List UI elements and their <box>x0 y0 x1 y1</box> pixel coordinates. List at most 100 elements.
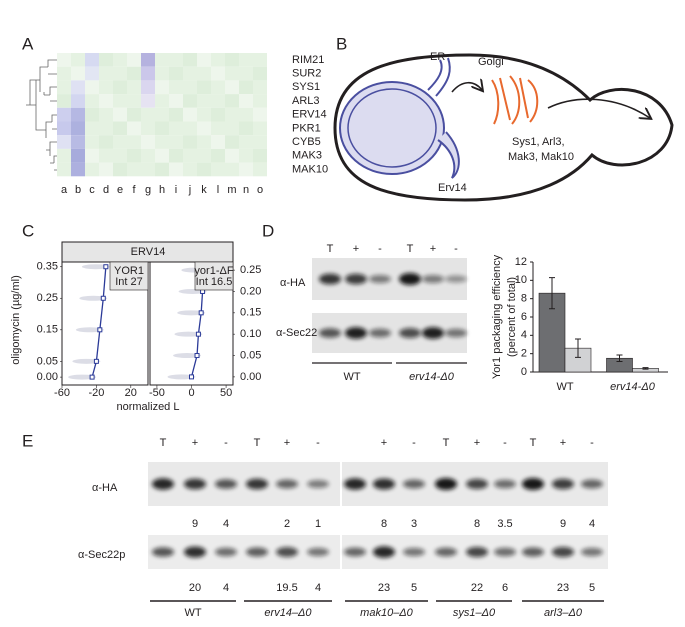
row-label: α-Sec22 <box>276 327 317 339</box>
x-tick-label: erv14-Δ0 <box>610 381 656 393</box>
heatmap-cell <box>113 135 127 149</box>
y-tick-label: 0.25 <box>240 264 261 276</box>
er-label: ER <box>430 51 445 63</box>
quant-label: 4 <box>315 582 321 594</box>
heatmap-cell <box>253 148 267 163</box>
heatmap-cell <box>169 94 183 108</box>
band <box>403 479 425 489</box>
data-point <box>198 310 204 316</box>
heatmap-cell <box>57 107 71 122</box>
heatmap-cell <box>57 53 71 67</box>
error-bar <box>549 277 555 310</box>
band <box>522 547 544 557</box>
band <box>184 478 206 490</box>
heatmap-cell <box>57 94 71 108</box>
column-label: n <box>243 184 249 196</box>
heatmap-cell <box>253 53 267 67</box>
band <box>369 328 391 338</box>
lane-label: + <box>430 243 436 255</box>
heatmap-cell <box>99 53 113 67</box>
heatmap-cell <box>127 148 141 163</box>
lane-label: - <box>412 437 416 449</box>
band <box>445 328 467 338</box>
column-label: g <box>145 184 151 196</box>
heatmap-cell <box>141 162 155 177</box>
band <box>373 478 395 490</box>
band <box>399 328 421 338</box>
band <box>184 546 206 558</box>
data-point <box>97 327 103 333</box>
heatmap-cell <box>57 135 71 149</box>
strain-label: WT <box>184 607 201 619</box>
x-tick-label: 20 <box>125 387 137 399</box>
band <box>345 327 367 339</box>
heatmap-cell <box>57 121 71 136</box>
heatmap-cell <box>113 53 127 67</box>
heatmap-cell <box>99 80 113 95</box>
data-point <box>194 353 200 359</box>
heatmap-cell <box>169 162 183 177</box>
heatmap-cell <box>113 121 127 136</box>
heatmap-cell <box>113 162 127 177</box>
y-tick-label: 0.20 <box>240 285 261 297</box>
strain-label: mak10–Δ0 <box>360 607 414 619</box>
heatmap-cell <box>211 53 225 67</box>
facet-note: Int 27 <box>115 276 143 288</box>
heatmap-cell <box>155 107 169 122</box>
heatmap-cell <box>155 66 169 81</box>
y-tick-label: 0.15 <box>240 307 261 319</box>
heatmap-cell <box>85 148 99 163</box>
y-tick-label: 10 <box>515 274 527 286</box>
row-label: ARL3 <box>292 95 320 107</box>
row-label: CYB5 <box>292 136 321 148</box>
quant-label: 20 <box>189 582 201 594</box>
heatmap-cell <box>113 66 127 81</box>
band <box>552 478 574 490</box>
heatmap-cell <box>225 107 239 122</box>
band <box>435 547 457 557</box>
heatmap-cell <box>197 162 211 177</box>
heatmap-cell <box>127 162 141 177</box>
band <box>246 547 268 557</box>
heatmap-cell <box>239 66 253 81</box>
heatmap-cell <box>155 53 169 67</box>
row-label: α-Sec22p <box>78 549 125 561</box>
facet-note-box <box>194 261 234 291</box>
heatmap-cell <box>71 94 85 108</box>
heatmap-cell <box>141 121 155 136</box>
row-label: SUR2 <box>292 67 321 79</box>
quant-label: 6 <box>502 582 508 594</box>
quant-label: 19.5 <box>276 582 297 594</box>
row-label: ERV14 <box>292 109 327 121</box>
lane-label: + <box>474 437 480 449</box>
data-point <box>103 264 109 270</box>
lane-label: - <box>590 437 594 449</box>
x-tick-label: 0 <box>188 387 194 399</box>
heatmap-cell <box>183 66 197 81</box>
heatmap-cell <box>113 80 127 95</box>
heatmap-cell <box>169 107 183 122</box>
heatmap-cell <box>253 80 267 95</box>
heatmap-cell <box>225 53 239 67</box>
heatmap-cell <box>85 94 99 108</box>
row-label: PKR1 <box>292 122 321 134</box>
y-tick-label: 0.10 <box>240 328 261 340</box>
heatmap-cell <box>211 80 225 95</box>
heatmap-cell <box>85 162 99 177</box>
cargo-label: Sys1, Arl3, <box>512 136 565 148</box>
column-label: k <box>201 184 207 196</box>
density <box>177 310 206 316</box>
data-point <box>93 358 99 364</box>
quant-label: 8 <box>381 518 387 530</box>
lane-label: - <box>454 243 458 255</box>
quant-label: 4 <box>223 582 229 594</box>
heatmap-cell <box>183 148 197 163</box>
heatmap-cell <box>253 107 267 122</box>
lane-label: T <box>327 243 334 255</box>
density <box>174 331 203 337</box>
band <box>344 547 366 557</box>
heatmap-cell <box>253 135 267 149</box>
heatmap-cell <box>225 148 239 163</box>
heatmap-cell <box>71 66 85 81</box>
